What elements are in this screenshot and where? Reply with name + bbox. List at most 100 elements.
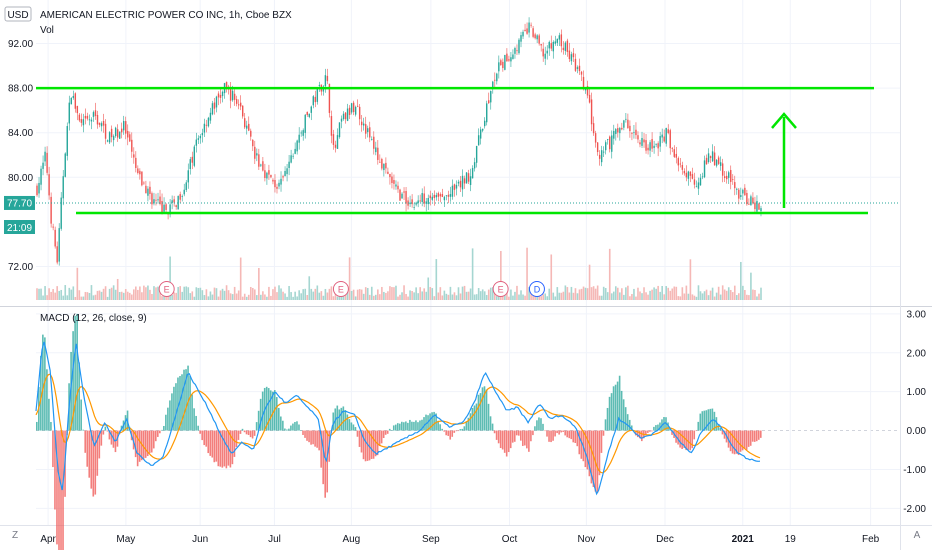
macd-axis[interactable]: 3.00 2.00 1.00 0.00 -1.00 -2.00 bbox=[903, 309, 926, 514]
candle-body bbox=[590, 99, 593, 125]
volume-bar bbox=[659, 291, 661, 300]
macd-histogram-bar bbox=[433, 411, 435, 431]
earnings-marker[interactable]: E bbox=[158, 281, 175, 297]
candle-body bbox=[92, 112, 95, 117]
candle-body bbox=[546, 50, 548, 54]
macd-histogram-bar bbox=[364, 430, 367, 462]
macd-legend[interactable]: MACD (12, 26, close, 9) bbox=[40, 313, 147, 324]
macd-histogram-bar bbox=[142, 430, 145, 459]
volume-bar bbox=[738, 293, 740, 300]
auto-scale-button[interactable]: A bbox=[914, 530, 921, 541]
macd-histogram-bar bbox=[177, 377, 179, 431]
candle-body bbox=[332, 134, 335, 145]
volume-bar bbox=[735, 295, 738, 300]
volume-bar bbox=[518, 294, 520, 300]
candle-body bbox=[469, 176, 472, 185]
zoom-toggle-button[interactable]: Z bbox=[12, 530, 18, 541]
volume-bar bbox=[195, 287, 198, 300]
volume-bar bbox=[574, 288, 577, 300]
volume-bar bbox=[612, 291, 615, 300]
candle-body bbox=[106, 140, 109, 142]
macd-histogram-bar bbox=[759, 430, 762, 438]
candle-body bbox=[459, 180, 462, 188]
macd-histogram-bar bbox=[152, 430, 155, 449]
macd-histogram-bar bbox=[610, 393, 613, 431]
volume-bar bbox=[219, 290, 222, 300]
candle-body bbox=[728, 172, 730, 178]
macd-histogram-bar bbox=[223, 430, 226, 467]
macd-histogram-bar bbox=[140, 430, 143, 461]
macd-histogram-bar bbox=[296, 421, 298, 431]
candle-body bbox=[548, 41, 550, 49]
macd-histogram-bar bbox=[225, 430, 228, 469]
earnings-marker[interactable]: E bbox=[332, 281, 349, 297]
volume-bar bbox=[379, 294, 381, 300]
candle-body bbox=[445, 195, 448, 197]
candle-body bbox=[139, 170, 141, 175]
volume-bar bbox=[639, 291, 641, 300]
candle-body bbox=[637, 135, 639, 140]
volume-bar bbox=[598, 295, 601, 300]
macd-histogram-bar bbox=[407, 422, 409, 431]
macd-histogram-bar bbox=[354, 427, 357, 431]
macd-histogram-bar bbox=[715, 417, 718, 431]
macd-histogram-bar bbox=[169, 400, 171, 431]
volume-bar bbox=[124, 289, 127, 300]
candle-body bbox=[308, 113, 310, 118]
candle-body bbox=[564, 42, 567, 51]
candle-body bbox=[508, 59, 510, 61]
volume-bar bbox=[481, 289, 484, 300]
price-tick-label: 72.00 bbox=[8, 262, 33, 273]
macd-histogram-bar bbox=[411, 421, 413, 431]
trend-levels[interactable] bbox=[36, 86, 874, 215]
candle-body bbox=[661, 134, 663, 138]
volume-bar bbox=[758, 293, 760, 300]
candle-body bbox=[181, 196, 183, 197]
macd-histogram-bar bbox=[217, 430, 220, 467]
macd-histogram-bar bbox=[340, 407, 343, 431]
price-candles[interactable] bbox=[36, 17, 762, 266]
macd-histogram-bar bbox=[651, 430, 653, 432]
candle-body bbox=[631, 132, 633, 134]
volume-bar bbox=[278, 285, 280, 300]
dividend-marker[interactable]: D bbox=[528, 281, 545, 297]
volume-legend[interactable]: Vol bbox=[40, 25, 54, 36]
volume-bar bbox=[340, 296, 343, 300]
candle-body bbox=[155, 199, 157, 201]
macd-histogram-bar bbox=[560, 430, 562, 433]
candle-body bbox=[719, 162, 722, 166]
volume-bar bbox=[429, 287, 432, 300]
volume-bar bbox=[54, 292, 56, 300]
macd-histogram-bar bbox=[314, 430, 316, 447]
candle-body bbox=[562, 47, 565, 51]
volume-bar bbox=[453, 292, 456, 300]
macd-histogram-bar bbox=[382, 430, 385, 439]
volume-bar bbox=[177, 286, 179, 300]
volume-bar bbox=[590, 287, 593, 300]
price-axis[interactable]: 92.00 88.00 84.00 80.00 72.00 bbox=[8, 39, 33, 273]
candle-body bbox=[526, 28, 528, 34]
macd-histogram-bar bbox=[699, 413, 702, 431]
candle-body bbox=[463, 178, 466, 184]
candle-body bbox=[217, 93, 220, 98]
volume-bar bbox=[249, 286, 252, 300]
symbol-legend[interactable]: AMERICAN ELECTRIC POWER CO INC, 1h, Cboe… bbox=[40, 10, 292, 21]
currency-badge[interactable]: USD bbox=[4, 6, 32, 22]
volume-bar bbox=[568, 292, 571, 300]
candle-body bbox=[756, 200, 758, 212]
candle-body bbox=[350, 103, 353, 113]
earnings-marker[interactable]: E bbox=[492, 281, 509, 297]
macd-histogram-bar bbox=[50, 421, 52, 431]
up-arrow-annotation[interactable] bbox=[771, 112, 797, 208]
volume-bar bbox=[122, 292, 125, 300]
time-axis[interactable]: Apr May Jun Jul Aug Sep Oct Nov Dec 2021 19 Feb bbox=[40, 534, 879, 545]
candle-body bbox=[256, 153, 258, 156]
macd-histogram-bar bbox=[80, 399, 82, 431]
candle-body bbox=[258, 154, 260, 167]
volume-bar bbox=[207, 296, 210, 300]
candle-body bbox=[46, 152, 48, 173]
candle-body bbox=[621, 127, 623, 130]
volume-bar bbox=[530, 292, 532, 300]
macd-histogram-bar bbox=[255, 422, 258, 431]
